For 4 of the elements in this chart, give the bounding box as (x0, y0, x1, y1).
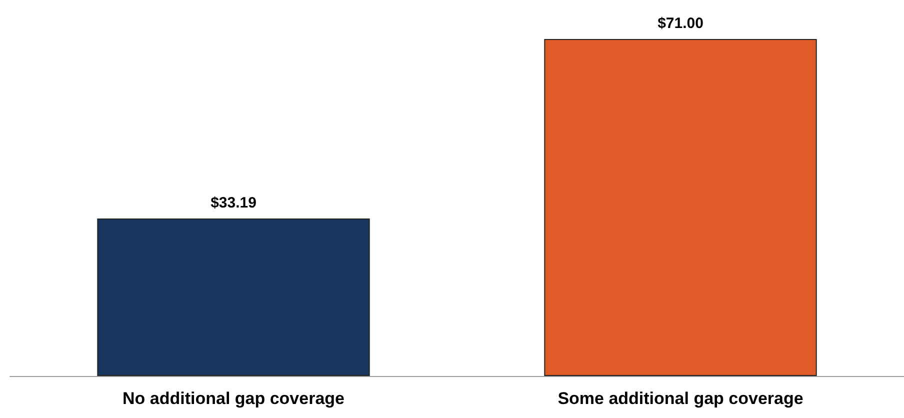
x-tick-label: Some additional gap coverage (558, 389, 804, 408)
data-label: $33.19 (210, 194, 256, 212)
x-tick-label: No additional gap coverage (122, 389, 344, 408)
data-label: $71.00 (658, 15, 704, 32)
